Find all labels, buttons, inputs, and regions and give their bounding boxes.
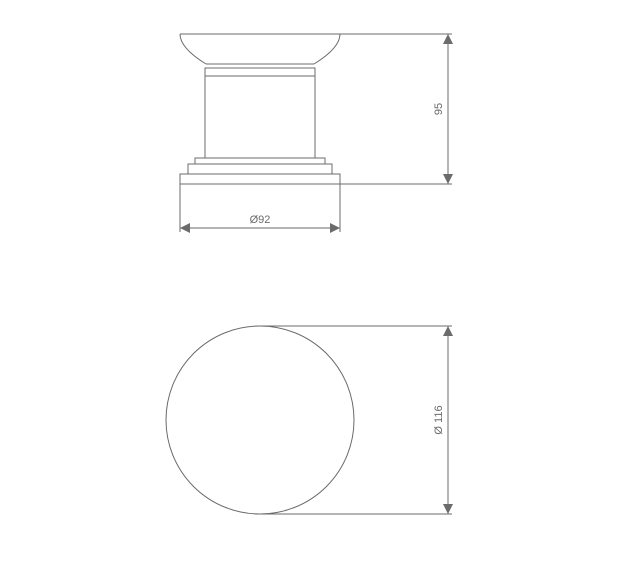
- dimension-diameter-label: Ø 116: [433, 405, 445, 434]
- dimension-base-width-label: Ø92: [250, 214, 271, 226]
- top-plan-view: [166, 326, 354, 514]
- dimension-height: 95: [340, 34, 453, 184]
- front-elevation-view: [180, 34, 340, 184]
- technical-drawing: 95 Ø92 Ø 116: [0, 0, 628, 561]
- dimension-height-label: 95: [433, 103, 445, 115]
- dimension-base-width: Ø92: [180, 184, 340, 233]
- dimension-diameter: Ø 116: [260, 326, 453, 514]
